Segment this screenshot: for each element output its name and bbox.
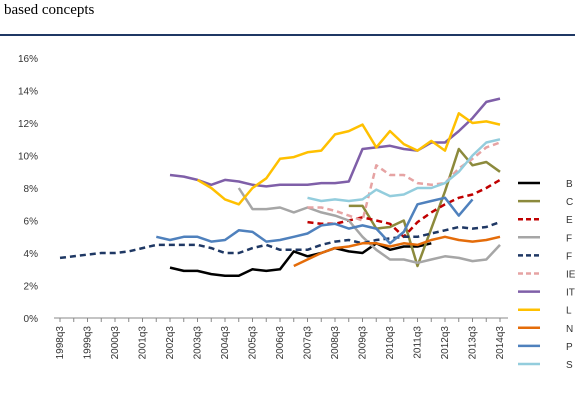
header-text: based concepts bbox=[4, 2, 95, 18]
series-line bbox=[59, 220, 501, 260]
x-tick-label: 2006q3 bbox=[275, 326, 286, 360]
y-tick-label: 8% bbox=[24, 184, 39, 195]
series-line bbox=[307, 178, 501, 239]
legend-label: E bbox=[566, 215, 573, 226]
x-tick-label: 2013q3 bbox=[468, 326, 479, 360]
x-tick-label: 2005q3 bbox=[248, 326, 259, 360]
y-tick-label: 6% bbox=[24, 217, 39, 228]
x-tick-label: 1999q3 bbox=[83, 326, 94, 360]
x-tick-label: 2009q3 bbox=[358, 326, 369, 360]
legend-label: L bbox=[566, 306, 572, 317]
x-tick-label: 2003q3 bbox=[193, 326, 204, 360]
series-line bbox=[169, 242, 432, 278]
plot: 0% 2% 4% 6% 8% 10% 12% 14% 16% 1998q3 1999q3 2000q3… bbox=[18, 54, 575, 371]
series-line bbox=[196, 112, 501, 206]
legend-label: S bbox=[566, 360, 573, 371]
y-tick-label: 10% bbox=[18, 152, 38, 163]
y-tick-label: 16% bbox=[18, 54, 38, 65]
x-tick-label: 2011q3 bbox=[413, 326, 424, 359]
y-tick-label: 12% bbox=[18, 119, 38, 130]
legend-label: B bbox=[566, 179, 573, 190]
legend-label: P bbox=[566, 342, 573, 353]
x-tick-label: 2001q3 bbox=[138, 326, 149, 360]
y-tick-label: 4% bbox=[24, 249, 39, 260]
series-line bbox=[348, 147, 501, 268]
x-tick-label: 2012q3 bbox=[440, 326, 451, 360]
legend-label: F bbox=[566, 251, 572, 262]
x-tick-label: 2008q3 bbox=[330, 326, 341, 360]
x-tick-label: 2002q3 bbox=[165, 326, 176, 360]
legend-label: IT bbox=[566, 288, 575, 299]
series-line bbox=[156, 196, 474, 245]
series-line bbox=[237, 187, 501, 265]
x-tick-label: 1998q3 bbox=[55, 326, 66, 360]
series-line bbox=[293, 235, 501, 268]
legend-label: N bbox=[566, 324, 573, 335]
y-tick-label: 0% bbox=[24, 314, 39, 325]
series-line bbox=[307, 138, 501, 203]
series-line bbox=[307, 141, 501, 222]
y-tick-label: 14% bbox=[18, 87, 38, 98]
x-tick-label: 2000q3 bbox=[110, 326, 121, 360]
x-tick-label: 2010q3 bbox=[385, 326, 396, 360]
x-tick-label: 2014q3 bbox=[495, 326, 506, 360]
legend-label: IE bbox=[566, 270, 575, 281]
y-tick-label: 2% bbox=[24, 282, 39, 293]
series-line bbox=[169, 97, 501, 188]
x-tick-label: 2007q3 bbox=[303, 326, 314, 360]
x-tick-label: 2004q3 bbox=[220, 326, 231, 360]
legend-label: F bbox=[566, 233, 572, 244]
legend-label: C bbox=[566, 197, 573, 208]
